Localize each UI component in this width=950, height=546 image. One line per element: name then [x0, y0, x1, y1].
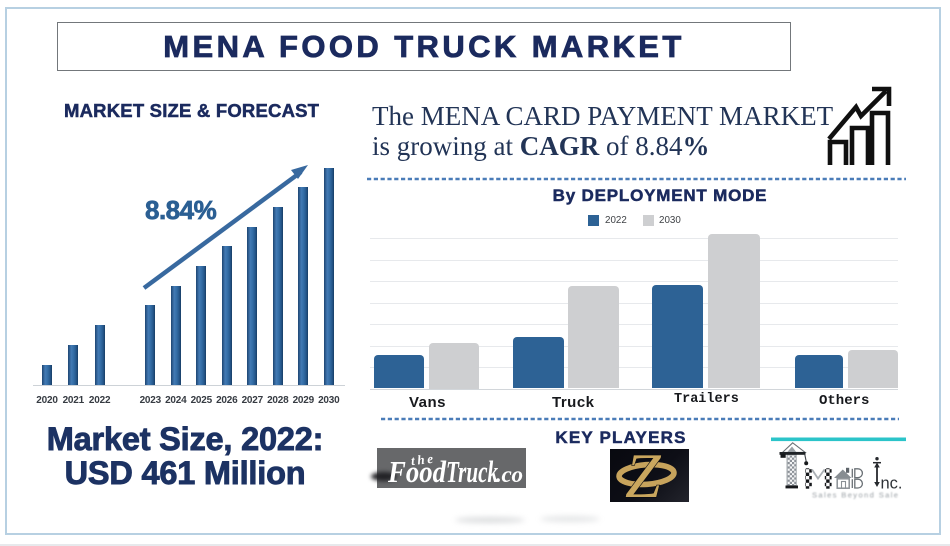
svg-text:.co: .co — [496, 462, 523, 487]
svg-text:Food: Food — [387, 454, 446, 488]
svg-text:Z: Z — [625, 449, 662, 502]
svg-text:Truck: Truck — [446, 454, 498, 488]
svg-text:Sales Beyond Sale: Sales Beyond Sale — [812, 491, 898, 500]
svg-text:nc.: nc. — [881, 475, 903, 493]
